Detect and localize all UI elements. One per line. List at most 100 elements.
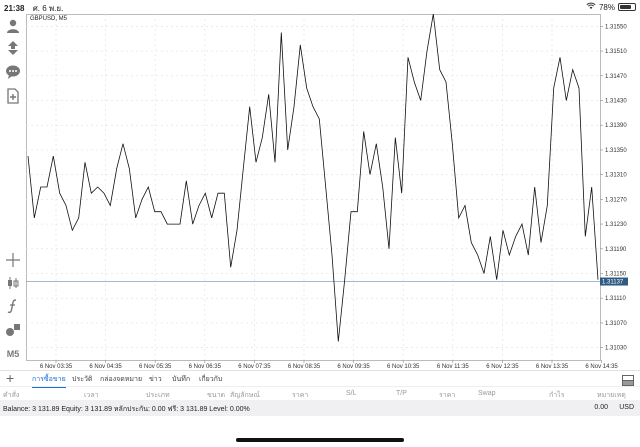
- x-tick-label: 6 Nov 03:35: [40, 364, 73, 370]
- price-point: [224, 193, 225, 194]
- price-point: [154, 211, 155, 212]
- col-tp: T/P: [396, 390, 407, 397]
- price-point: [420, 100, 421, 101]
- price-point: [237, 230, 238, 231]
- price-point: [72, 230, 73, 231]
- price-point: [458, 218, 459, 219]
- account-currency: USD: [619, 404, 634, 411]
- price-point: [579, 88, 580, 89]
- price-point: [325, 187, 326, 188]
- price-point: [319, 119, 320, 120]
- new-order-icon[interactable]: [3, 86, 23, 106]
- price-series-line: [27, 13, 599, 342]
- price-point: [268, 94, 269, 95]
- price-point: [211, 218, 212, 219]
- y-tick-label: 1.31190: [605, 247, 627, 253]
- price-point: [180, 224, 181, 225]
- price-point: [408, 57, 409, 58]
- tab-history[interactable]: ประวัติ: [72, 376, 93, 383]
- price-point: [566, 100, 567, 101]
- plot-frame: [26, 14, 601, 361]
- timeframe-button[interactable]: M5: [3, 344, 23, 364]
- y-tick-label: 1.31510: [605, 49, 627, 55]
- y-tick-label: 1.31310: [605, 173, 627, 179]
- left-toolbar: M5: [0, 14, 26, 386]
- price-point: [116, 168, 117, 169]
- price-point: [503, 230, 504, 231]
- price-point: [243, 168, 244, 169]
- tab-trade[interactable]: การซื้อขาย: [32, 376, 66, 388]
- price-point: [395, 137, 396, 138]
- person-icon[interactable]: [3, 16, 23, 36]
- price-point: [313, 106, 314, 107]
- status-left: 21:38 ศ. 6 พ.ย.: [4, 2, 63, 15]
- col-profit: กำไร: [549, 392, 565, 399]
- battery-percent: 78%: [598, 2, 615, 12]
- price-point: [256, 162, 257, 163]
- current-price-label: 1.31137: [602, 280, 624, 286]
- orders-table-header: คำสั่ง เวลา ประเภท ขนาด สัญลักษณ์ ราคา S…: [0, 386, 640, 400]
- x-tick-label: 6 Nov 11:35: [437, 364, 470, 370]
- price-point: [363, 131, 364, 132]
- price-point: [287, 150, 288, 151]
- tab-news[interactable]: ข่าว: [149, 376, 162, 383]
- candles-icon[interactable]: [3, 273, 23, 293]
- x-tick-label: 6 Nov 14:35: [585, 364, 618, 370]
- y-tick-label: 1.31470: [605, 74, 627, 80]
- timeframe-label: M5: [6, 349, 20, 359]
- objects-icon[interactable]: [3, 320, 23, 340]
- price-point: [218, 193, 219, 194]
- split-pane-icon[interactable]: [622, 373, 634, 386]
- price-point: [104, 193, 105, 194]
- col-order: คำสั่ง: [3, 392, 20, 399]
- price-chart[interactable]: 1.31550 1.31510 1.31470 1.31430 1.31390 1.313…: [26, 13, 640, 370]
- x-tick-label: 6 Nov 09:35: [337, 364, 370, 370]
- x-tick-label: 6 Nov 12:35: [486, 364, 519, 370]
- price-point: [496, 279, 497, 280]
- col-comment: หมายเหตุ: [597, 392, 626, 399]
- price-point: [59, 193, 60, 194]
- status-date: ศ. 6 พ.ย.: [32, 4, 64, 13]
- price-point: [110, 205, 111, 206]
- price-point: [370, 174, 371, 175]
- x-tick-label: 6 Nov 10:35: [387, 364, 420, 370]
- tab-about[interactable]: เกี่ยวกับ: [199, 376, 223, 383]
- chat-icon[interactable]: [3, 62, 23, 82]
- price-point: [427, 51, 428, 52]
- price-point: [344, 279, 345, 280]
- tab-journal[interactable]: บันทึก: [172, 376, 191, 383]
- wifi-icon: [586, 2, 596, 12]
- plus-icon[interactable]: +: [6, 370, 15, 386]
- balance-summary: Balance: 3 131.89 Equity: 3 131.89 หลักป…: [0, 400, 640, 416]
- y-tick-label: 1.31270: [605, 197, 627, 203]
- price-point: [465, 205, 466, 206]
- price-point: [275, 162, 276, 163]
- price-point: [585, 236, 586, 237]
- price-point: [401, 193, 402, 194]
- price-point: [591, 187, 592, 188]
- function-icon[interactable]: [3, 296, 23, 316]
- col-time: เวลา: [84, 392, 99, 399]
- arrows-icon[interactable]: [3, 38, 23, 58]
- chart-svg[interactable]: 1.31550 1.31510 1.31470 1.31430 1.31390 1.313…: [26, 13, 640, 370]
- y-tick-label: 1.31110: [605, 296, 626, 302]
- price-point: [28, 156, 29, 157]
- col-type: ประเภท: [146, 392, 170, 399]
- price-point: [560, 57, 561, 58]
- tab-mailbox[interactable]: กล่องจดหมาย: [100, 376, 143, 383]
- price-point: [332, 255, 333, 256]
- terminal-tabs: + การซื้อขาย ประวัติ กล่องจดหมาย ข่าว บั…: [0, 370, 640, 388]
- price-point: [205, 193, 206, 194]
- price-point: [439, 69, 440, 70]
- status-time: 21:38: [4, 4, 25, 13]
- x-tick-label: 6 Nov 07:35: [238, 364, 271, 370]
- price-point: [572, 69, 573, 70]
- price-point: [129, 168, 130, 169]
- price-point: [281, 32, 282, 33]
- price-point: [161, 211, 162, 212]
- price-point: [47, 187, 48, 188]
- crosshair-icon[interactable]: [3, 250, 23, 270]
- home-indicator[interactable]: [236, 438, 404, 442]
- x-tick-label: 6 Nov 13:35: [536, 364, 569, 370]
- price-point: [389, 248, 390, 249]
